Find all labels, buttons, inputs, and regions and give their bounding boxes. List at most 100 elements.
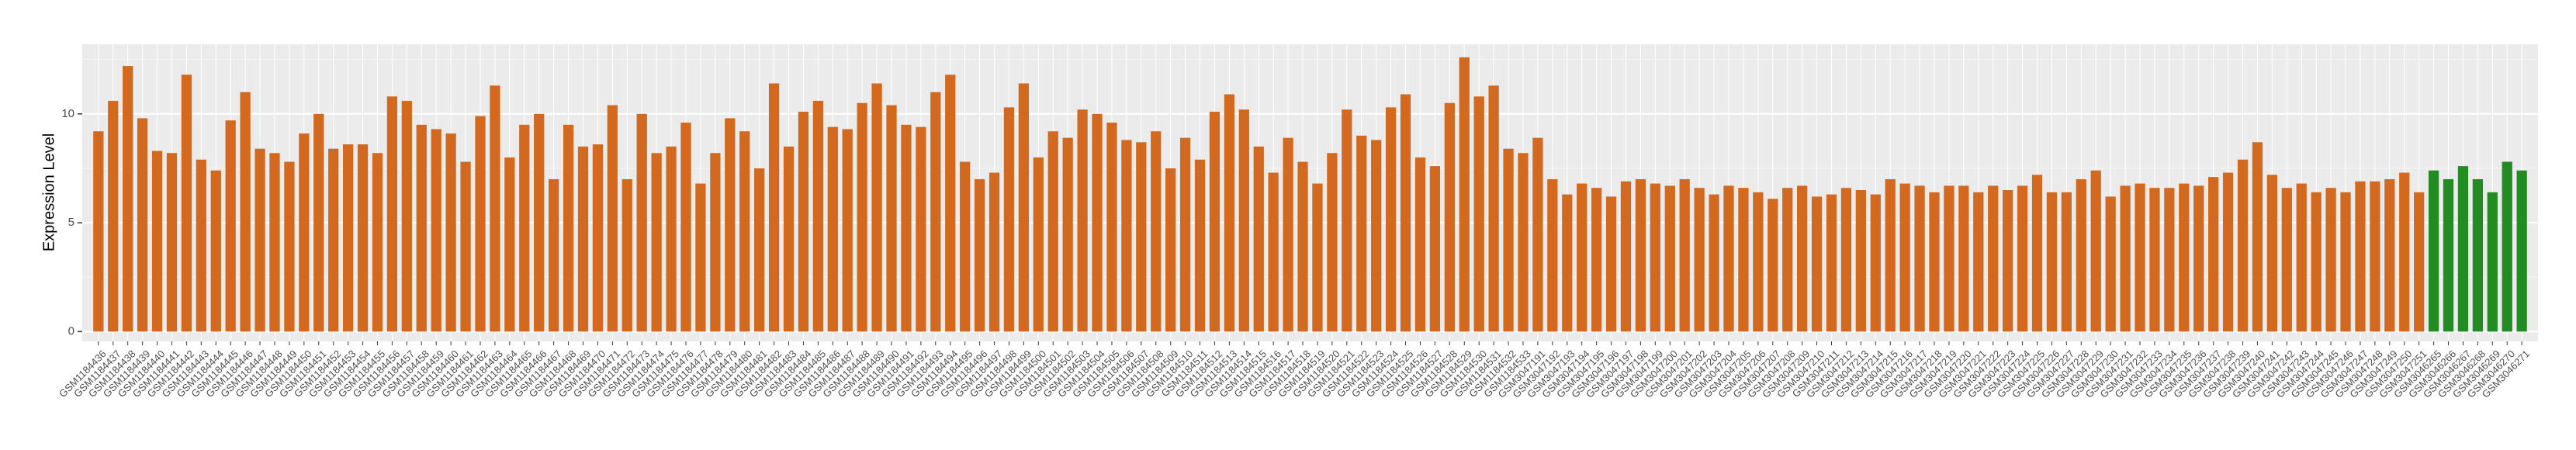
bar xyxy=(2017,185,2028,332)
bar xyxy=(1268,172,1279,332)
y-axis-label: Expression Level xyxy=(40,133,57,251)
bar xyxy=(2428,170,2439,332)
bar xyxy=(1106,123,1117,332)
bar xyxy=(1151,131,1162,332)
bar xyxy=(1532,137,1543,332)
bar xyxy=(1914,185,1925,332)
bar xyxy=(857,102,867,332)
bar xyxy=(2340,192,2351,332)
bar xyxy=(2355,181,2366,332)
bar xyxy=(1444,102,1455,332)
bar xyxy=(783,146,795,332)
bar xyxy=(1342,109,1352,332)
bar xyxy=(768,83,780,332)
bar xyxy=(1899,183,1910,332)
bar xyxy=(416,124,427,332)
bar xyxy=(445,133,456,332)
bar xyxy=(1988,185,1999,332)
bar xyxy=(1062,137,1073,332)
bar xyxy=(1840,188,1852,332)
bar xyxy=(2266,175,2278,332)
bar xyxy=(621,178,632,332)
bar xyxy=(2487,192,2498,332)
bar xyxy=(137,118,148,332)
bar xyxy=(2222,172,2234,332)
bar xyxy=(1429,166,1441,332)
bar xyxy=(577,146,589,332)
bar xyxy=(1003,107,1015,332)
bar xyxy=(1179,137,1191,332)
bar xyxy=(1694,188,1705,332)
bar xyxy=(1283,137,1293,332)
bar xyxy=(651,153,662,332)
bar xyxy=(1958,185,1969,332)
bar xyxy=(1297,161,1308,332)
bar xyxy=(1224,94,1235,332)
bar xyxy=(754,168,765,332)
bar xyxy=(1664,185,1675,332)
bar xyxy=(842,129,853,332)
bar xyxy=(1650,183,1660,332)
bar xyxy=(1018,83,1030,332)
bar xyxy=(1092,113,1103,332)
bar xyxy=(313,113,324,332)
bar xyxy=(1194,159,1206,332)
bar xyxy=(401,100,412,332)
bar xyxy=(1518,153,1529,332)
bar xyxy=(386,96,398,332)
bar xyxy=(901,124,912,332)
bar xyxy=(2311,192,2322,332)
bar xyxy=(592,144,604,332)
bar xyxy=(1312,183,1323,332)
bar xyxy=(2149,188,2160,332)
bar xyxy=(1077,109,1088,332)
bar xyxy=(1047,131,1058,332)
bar xyxy=(1885,178,1896,332)
bar xyxy=(2237,159,2249,332)
bar xyxy=(1459,57,1470,332)
bar xyxy=(1253,146,1264,332)
bar xyxy=(1547,178,1558,332)
bar xyxy=(871,83,882,332)
bar xyxy=(1033,157,1044,332)
bar xyxy=(166,153,178,332)
bar xyxy=(1929,192,1940,332)
bar xyxy=(1605,196,1617,332)
bar xyxy=(1562,194,1573,332)
bar xyxy=(974,178,985,332)
bar xyxy=(2370,181,2380,332)
bar xyxy=(1738,188,1749,332)
bar xyxy=(607,105,618,332)
bar xyxy=(534,113,545,332)
bar xyxy=(2076,178,2086,332)
bar xyxy=(2061,192,2072,332)
bar xyxy=(2105,196,2116,332)
bar xyxy=(798,111,809,332)
bar xyxy=(1503,148,1514,332)
bar xyxy=(1371,140,1382,332)
bar xyxy=(1488,85,1499,332)
bar xyxy=(108,100,119,332)
bar xyxy=(695,183,706,332)
bar xyxy=(240,92,251,332)
bar xyxy=(269,153,280,332)
bar xyxy=(2090,170,2101,332)
bar xyxy=(680,123,691,332)
bar xyxy=(2457,166,2469,332)
bar xyxy=(1473,96,1484,332)
bar xyxy=(1635,178,1646,332)
bar xyxy=(2046,192,2058,332)
bar xyxy=(357,144,369,332)
bar xyxy=(739,131,750,332)
bar xyxy=(1121,140,1132,332)
bar xyxy=(2135,183,2145,332)
bar xyxy=(1723,185,1734,332)
bar xyxy=(123,66,133,332)
bar xyxy=(519,124,530,332)
bar xyxy=(827,126,838,332)
bar xyxy=(328,148,339,332)
bar xyxy=(1768,199,1778,332)
bar xyxy=(475,116,486,332)
bar xyxy=(225,120,236,332)
